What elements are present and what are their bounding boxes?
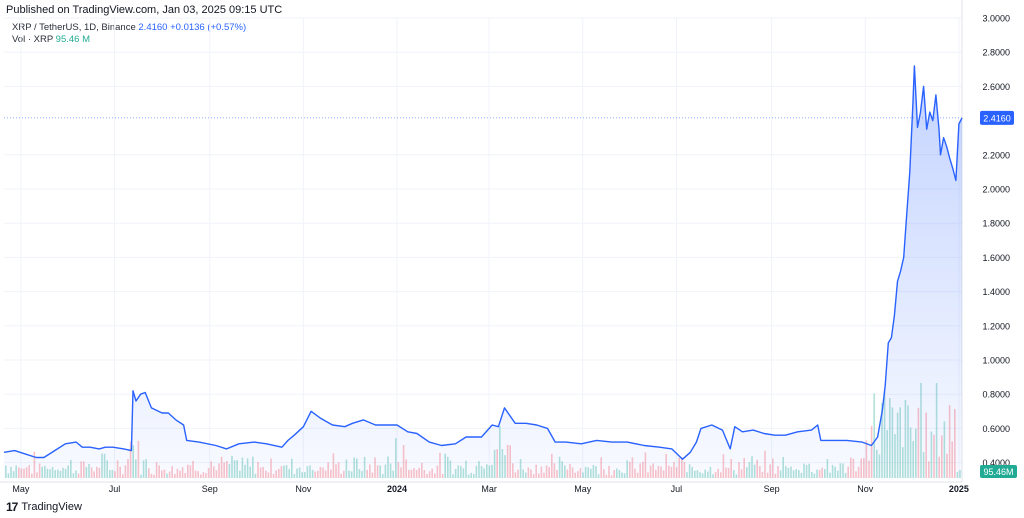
y-tick-label: 1.8000 xyxy=(982,219,1010,229)
published-note: Published on TradingView.com, Jan 03, 20… xyxy=(6,4,283,16)
price-area xyxy=(4,65,962,479)
tradingview-logo-icon: 17 xyxy=(6,500,18,514)
x-tick-label: May xyxy=(12,484,30,494)
x-tick-label: Nov xyxy=(857,484,874,494)
x-tick-label: Jul xyxy=(671,484,683,494)
y-tick-label: 1.4000 xyxy=(982,287,1010,297)
brand-name: TradingView xyxy=(21,501,82,513)
x-tick-label: Jul xyxy=(109,484,121,494)
volume-value: 95.46 M xyxy=(55,34,90,45)
last-price-value: 2.4160 xyxy=(138,22,168,33)
y-tick-label: 0.8000 xyxy=(982,390,1010,400)
y-tick-label: 2.8000 xyxy=(982,48,1010,58)
y-tick-label: 1.2000 xyxy=(982,321,1010,331)
x-tick-label: Mar xyxy=(481,484,497,494)
y-tick-label: 2.0000 xyxy=(982,185,1010,195)
volume-label: Vol · XRP xyxy=(12,34,54,45)
last-price-badge xyxy=(980,110,1014,125)
symbol-line: XRP / TetherUS, 1D, Binance xyxy=(12,22,136,33)
price-line xyxy=(3,65,963,460)
x-tick-label: Nov xyxy=(295,484,312,494)
volume-legend-row: Vol · XRP 95.46 M xyxy=(12,34,246,46)
last-price-badge-label: 2.4160 xyxy=(983,113,1011,123)
grid-lines xyxy=(4,17,962,478)
y-tick-label: 0.4000 xyxy=(982,458,1010,468)
chart-legend: XRP / TetherUS, 1D, Binance 2.4160 +0.01… xyxy=(12,22,246,46)
symbol-legend-row: XRP / TetherUS, 1D, Binance 2.4160 +0.01… xyxy=(12,22,246,34)
y-axis: 3.0000 2.8000 2.6000 2.2000 2.0000 1.8000 1.60… xyxy=(982,14,1010,469)
price-change: +0.0136 (+0.57%) xyxy=(170,22,247,33)
y-tick-label: 2.6000 xyxy=(982,82,1010,92)
y-tick-label: 1.6000 xyxy=(982,253,1010,263)
footer: 17 TradingView xyxy=(6,500,82,514)
x-tick-label: Sep xyxy=(202,484,218,494)
y-tick-label: 2.2000 xyxy=(982,150,1010,160)
x-axis: May Jul Sep Nov 2024 Mar May Jul Sep Nov 2025 xyxy=(12,484,969,494)
y-tick-label: 1.0000 xyxy=(982,356,1010,366)
volume-badge xyxy=(980,465,1017,478)
volume-badge-label: 95.46M xyxy=(983,467,1013,477)
x-tick-label: 2024 xyxy=(387,484,407,494)
y-tick-label: 3.0000 xyxy=(982,14,1010,24)
x-tick-label: Sep xyxy=(764,484,780,494)
x-tick-label: May xyxy=(574,484,592,494)
volume-bar xyxy=(873,393,875,478)
x-tick-label: 2025 xyxy=(949,484,969,494)
y-tick-label: 0.6000 xyxy=(982,424,1010,434)
